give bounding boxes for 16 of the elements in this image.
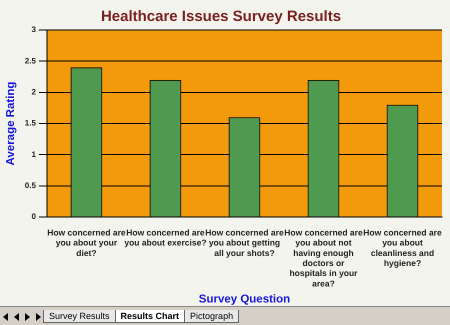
x-tick-label: How concerned are you about your diet? [47,227,126,258]
chart-title: Healthcare Issues Survey Results [100,8,342,26]
x-tick-label: How concerned are you about getting all your shots? [205,227,284,258]
y-tick-label: 0.5 [24,181,36,190]
y-tick-label: 1.5 [24,118,36,128]
x-axis-title: Survey Question [198,293,290,306]
x-tick-label: How concerned are you about exercise? [124,227,207,248]
y-tick-label: 3 [31,25,36,34]
y-tick-label: 2 [31,88,36,97]
y-tick-label: 0 [31,212,36,222]
text: Survey Results [43,310,116,323]
y-tick-label: 1 [31,150,36,159]
x-tick-label: How concerned are you about cleanliness and hygiene? [363,227,442,268]
y-tick-label: 2.5 [24,56,36,66]
x-tick-label: How concerned are you about not having enough doctors or hospitals in your area? [284,227,363,288]
y-axis-title: Average Rating [5,82,18,166]
